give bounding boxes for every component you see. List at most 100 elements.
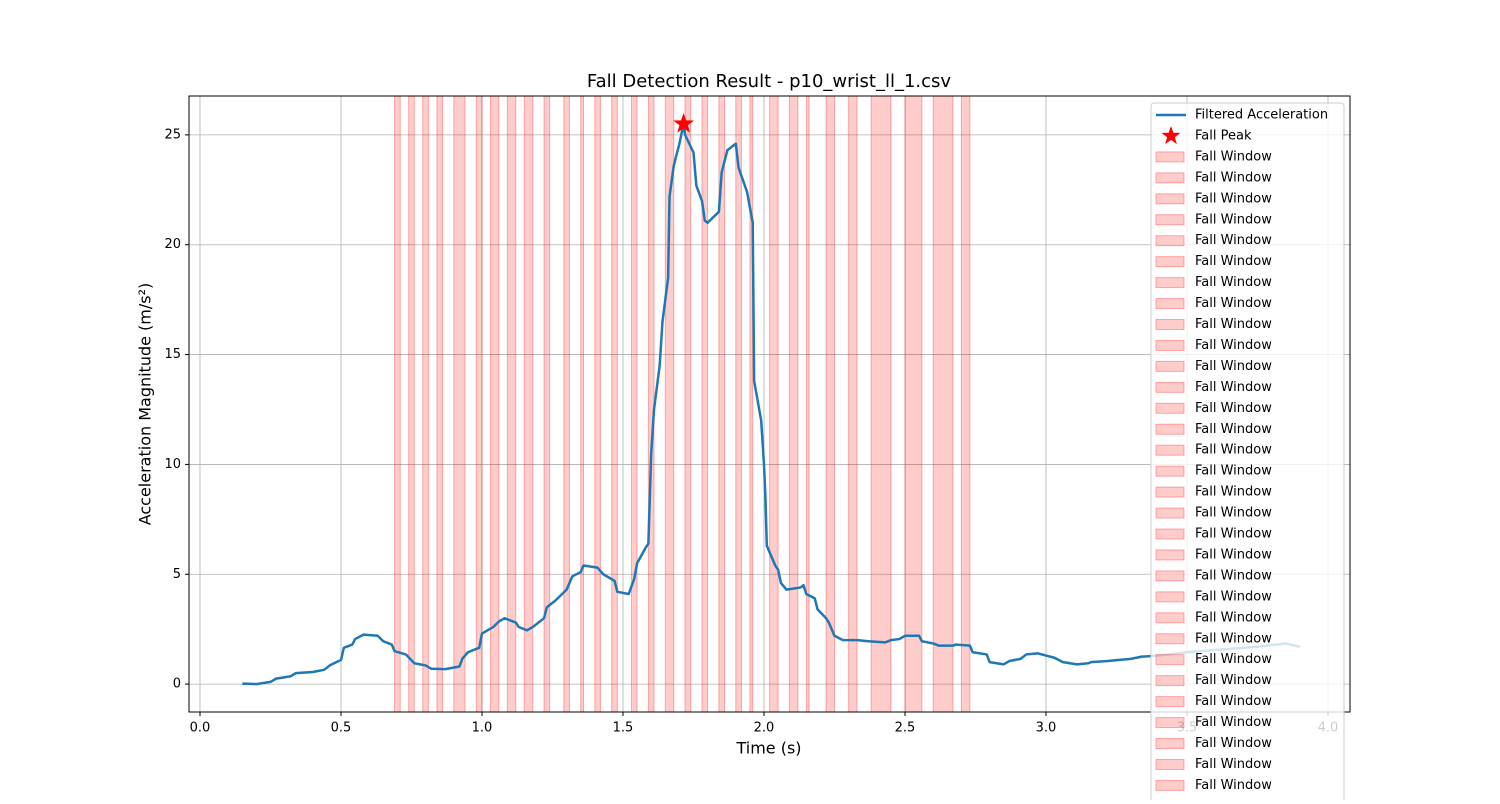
fall-window bbox=[594, 96, 601, 712]
legend-swatch bbox=[1155, 214, 1185, 226]
legend-swatch bbox=[1155, 717, 1185, 729]
x-tick-label: 0.0 bbox=[190, 721, 211, 736]
fall-window bbox=[630, 96, 638, 712]
fall-window bbox=[664, 96, 675, 712]
legend-swatch bbox=[1155, 507, 1185, 519]
fall-window bbox=[904, 96, 923, 712]
x-tick-label: 1.5 bbox=[613, 721, 634, 736]
series bbox=[242, 112, 1301, 686]
y-tick-label: 0 bbox=[173, 677, 181, 692]
legend-swatch bbox=[1155, 444, 1185, 456]
legend-label: Fall Window bbox=[1195, 778, 1272, 793]
legend-label: Fall Window bbox=[1195, 568, 1272, 583]
peak-marker bbox=[673, 112, 695, 133]
legend-label: Fall Peak bbox=[1195, 128, 1252, 143]
legend-swatch bbox=[1155, 360, 1185, 372]
legend-label: Fall Window bbox=[1195, 464, 1272, 479]
fall-window bbox=[960, 96, 971, 712]
legend-label: Fall Window bbox=[1195, 380, 1272, 395]
legend-label: Fall Window bbox=[1195, 506, 1272, 521]
legend-label: Fall Window bbox=[1195, 170, 1272, 185]
legend-swatch bbox=[1155, 465, 1185, 477]
fall-window bbox=[489, 96, 500, 712]
legend-swatch bbox=[1155, 591, 1185, 603]
fall-window bbox=[749, 96, 754, 712]
legend-label: Fall Window bbox=[1195, 317, 1272, 332]
series-line bbox=[242, 122, 1301, 686]
x-tick-label: 2.5 bbox=[895, 721, 916, 736]
legend-label: Fall Window bbox=[1195, 547, 1272, 562]
fall-window bbox=[543, 96, 551, 712]
legend-label: Fall Window bbox=[1195, 359, 1272, 374]
legend-swatch bbox=[1155, 339, 1185, 351]
legend-label: Fall Window bbox=[1195, 443, 1272, 458]
axes-frame bbox=[188, 95, 1351, 713]
windows bbox=[394, 96, 971, 712]
legend-label: Fall Window bbox=[1195, 736, 1272, 751]
legend-swatch bbox=[1161, 125, 1181, 145]
legend-label: Fall Window bbox=[1195, 254, 1272, 269]
legend-swatch bbox=[1155, 193, 1185, 205]
legend-swatch bbox=[1155, 402, 1185, 414]
fall-window bbox=[870, 96, 892, 712]
legend-label: Fall Window bbox=[1195, 149, 1272, 164]
fall-window bbox=[453, 96, 466, 712]
fall-window bbox=[718, 96, 726, 712]
fall-window bbox=[684, 96, 692, 712]
y-tick-label: 10 bbox=[164, 457, 181, 472]
fall-window bbox=[611, 96, 618, 712]
legend-swatch bbox=[1155, 612, 1185, 624]
fall-window bbox=[769, 96, 779, 712]
legend-label: Fall Window bbox=[1195, 610, 1272, 625]
fall-window bbox=[580, 96, 585, 712]
legend-label: Fall Window bbox=[1195, 422, 1272, 437]
fall-window bbox=[436, 96, 444, 712]
legend-swatch bbox=[1155, 549, 1185, 561]
x-tick-label: 1.0 bbox=[472, 721, 493, 736]
legend-swatch bbox=[1155, 758, 1185, 770]
chart-title: Fall Detection Result - p10_wrist_ll_1.c… bbox=[587, 71, 952, 92]
legend-label: Fall Window bbox=[1195, 191, 1272, 206]
fall-window bbox=[848, 96, 858, 712]
y-axis-label: Acceleration Magnitude (m/s²) bbox=[136, 283, 155, 526]
fall-window bbox=[805, 96, 810, 712]
legend-label: Fall Window bbox=[1195, 527, 1272, 542]
x-tick-label: 3.0 bbox=[1036, 721, 1057, 736]
y-tick-label: 15 bbox=[164, 347, 181, 362]
legend-label: Fall Window bbox=[1195, 694, 1272, 709]
legend-box bbox=[1150, 102, 1345, 804]
legend-swatch bbox=[1155, 172, 1185, 184]
legend-label: Fall Window bbox=[1195, 673, 1272, 688]
y-tick-label: 25 bbox=[164, 127, 181, 142]
fall-window bbox=[523, 96, 534, 712]
fall-window bbox=[408, 96, 415, 712]
legend-swatch bbox=[1155, 633, 1185, 645]
legend-swatch bbox=[1155, 779, 1185, 791]
legend-swatch bbox=[1155, 528, 1185, 540]
legend-swatch bbox=[1155, 277, 1185, 289]
fall-window bbox=[932, 96, 954, 712]
y-tick-label: 5 bbox=[173, 567, 181, 582]
legend-swatch bbox=[1155, 696, 1185, 708]
legend-swatch bbox=[1155, 298, 1185, 310]
fall-window bbox=[563, 96, 570, 712]
legend-swatch bbox=[1155, 654, 1185, 666]
legend-swatch bbox=[1155, 570, 1185, 582]
legend-swatch bbox=[1155, 151, 1185, 163]
legend-swatch bbox=[1155, 319, 1185, 330]
x-tick-label: 2.0 bbox=[754, 721, 775, 736]
fall-window bbox=[788, 96, 799, 712]
legend-label: Fall Window bbox=[1195, 631, 1272, 646]
legend-swatch bbox=[1155, 381, 1185, 393]
legend-label: Fall Window bbox=[1195, 233, 1272, 248]
x-axis-label: Time (s) bbox=[735, 739, 801, 758]
legend-label: Fall Window bbox=[1195, 296, 1272, 311]
x-tick-label: 0.5 bbox=[331, 721, 352, 736]
legend-label: Fall Window bbox=[1195, 401, 1272, 416]
legend-label: Fall Window bbox=[1195, 485, 1272, 500]
legend-swatch bbox=[1155, 235, 1185, 247]
legend-label: Fall Window bbox=[1195, 212, 1272, 227]
fall-window bbox=[422, 96, 429, 712]
